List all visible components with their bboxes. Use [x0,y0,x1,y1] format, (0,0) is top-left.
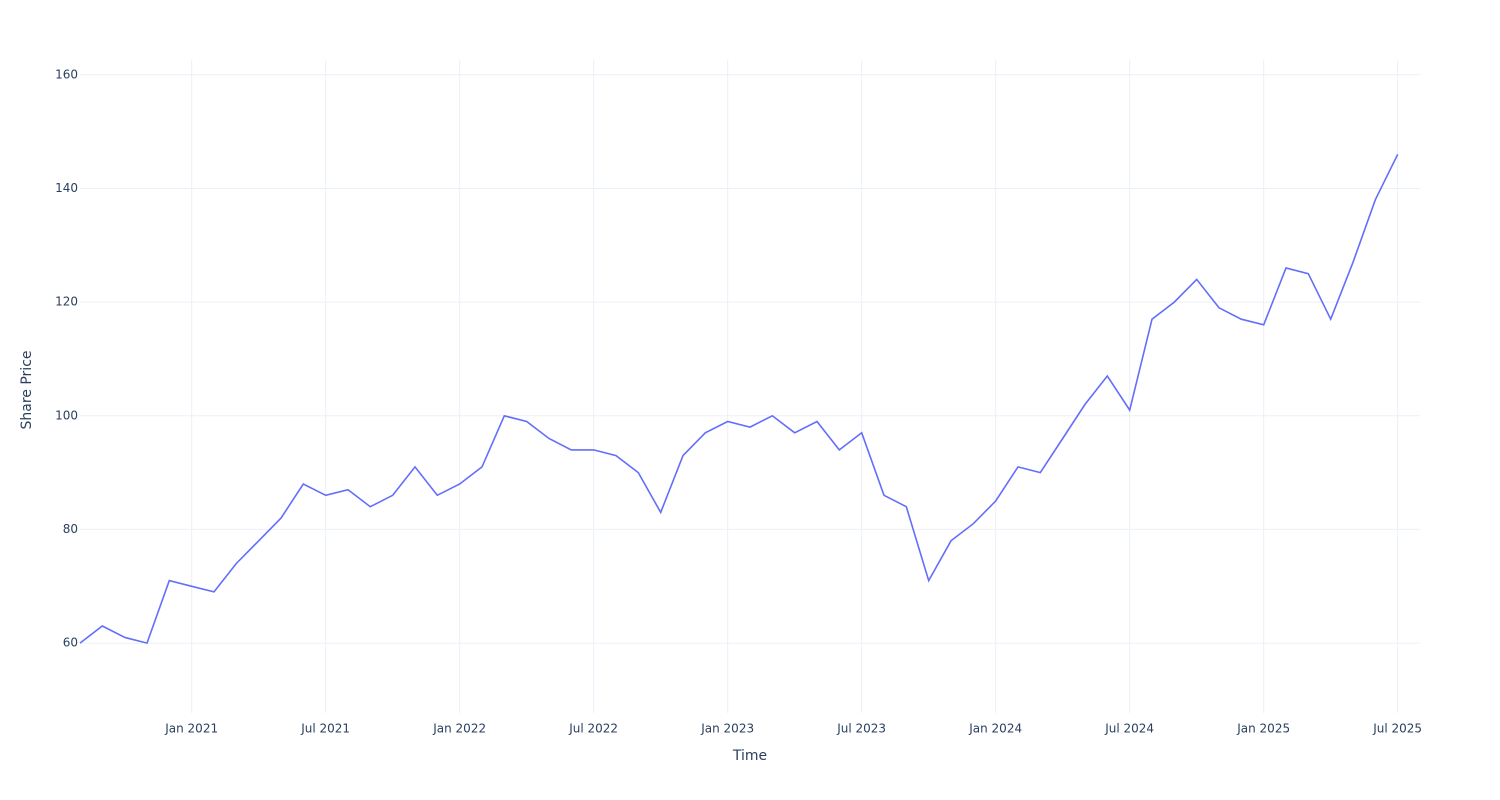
y-tick-label: 140 [55,181,78,195]
x-tick-label: Jul 2022 [568,722,618,736]
x-tick-label: Jul 2024 [1104,722,1154,736]
x-tick-label: Jan 2022 [432,722,486,736]
y-tick-label: 160 [55,67,78,81]
y-axis-title: Share Price [19,350,35,429]
x-tick-label: Jan 2025 [1236,722,1290,736]
x-axis-title: Time [732,748,767,764]
x-tick-label: Jan 2023 [700,722,754,736]
x-tick-label: Jul 2021 [300,722,350,736]
y-tick-label: 100 [55,408,78,422]
x-tick-label: Jan 2024 [968,722,1022,736]
y-tick-label: 120 [55,295,78,309]
y-tick-label: 60 [63,636,78,650]
y-tick-label: 80 [63,522,78,536]
x-tick-label: Jul 2023 [836,722,886,736]
x-tick-label: Jul 2025 [1372,722,1422,736]
price-line [79,153,1399,645]
x-tick-label: Jan 2021 [164,722,218,736]
